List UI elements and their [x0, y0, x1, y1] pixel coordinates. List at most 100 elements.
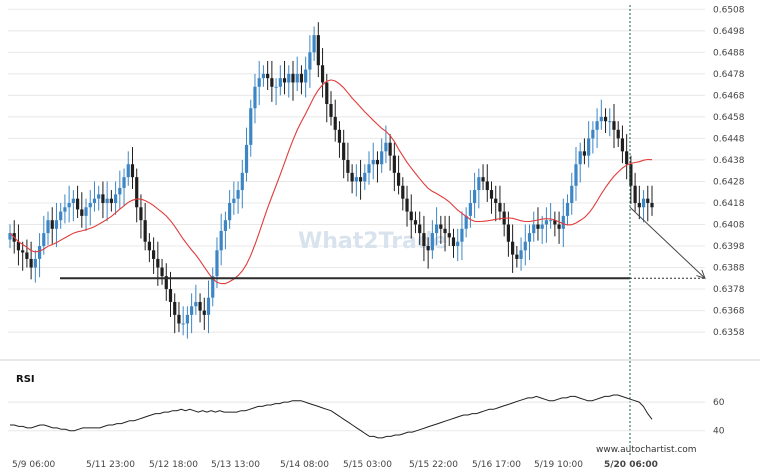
candle-body [130, 164, 135, 178]
candle-body [92, 198, 97, 203]
candle-body [113, 194, 118, 203]
candle-body [565, 202, 570, 216]
candle-body [135, 177, 139, 208]
candle-body [325, 82, 329, 104]
candle-body [33, 258, 37, 268]
candle-body [261, 73, 266, 79]
candle-body [464, 215, 468, 229]
price-tick-label: 0.6368 [713, 307, 745, 317]
candle-body [409, 211, 413, 221]
candle-body [527, 233, 532, 242]
candle-body [477, 177, 481, 191]
candle-body [612, 121, 616, 130]
candle-body [299, 73, 304, 83]
candle-body [80, 209, 84, 216]
candle-body [304, 69, 308, 83]
candle-body [291, 73, 295, 83]
time-tick-label: 5/14 08:00 [280, 460, 329, 470]
candle-body [413, 220, 418, 225]
candle-body [443, 228, 447, 234]
rsi-tick-label: 60 [713, 398, 725, 408]
candle-body [50, 220, 54, 229]
candle-body [473, 190, 477, 203]
candle-body [481, 177, 485, 182]
credit-text: www.autochartist.com [596, 445, 697, 455]
candle-body [637, 202, 641, 208]
candle-body [54, 220, 59, 229]
candle-body [405, 198, 409, 212]
time-tick-label: 5/13 13:00 [211, 460, 260, 470]
candle-body [274, 86, 278, 88]
candle-body [422, 233, 426, 247]
candle-body [498, 202, 502, 212]
candle-body [185, 314, 189, 324]
candle-body [37, 246, 42, 259]
candle-body [430, 233, 434, 251]
candle-body [84, 207, 88, 216]
candle-body [16, 241, 21, 251]
candle-body [202, 310, 206, 315]
candle-body [371, 159, 375, 165]
candle-body [312, 35, 316, 53]
candle-body [236, 190, 240, 199]
candle-body [316, 35, 320, 66]
candle-body [523, 241, 527, 251]
candle-body [367, 164, 371, 173]
candle-body [177, 314, 181, 324]
candle-body [629, 164, 633, 186]
price-tick-label: 0.6468 [713, 91, 745, 101]
candle-body [21, 250, 25, 253]
candle-body [350, 172, 354, 182]
candle-body [633, 185, 637, 203]
candle-body [278, 78, 282, 87]
candle-body [603, 116, 608, 122]
candle-body [198, 301, 202, 311]
candle-body [240, 172, 244, 191]
candle-body [426, 246, 430, 251]
candle-body [147, 241, 151, 251]
candle-body [380, 151, 384, 165]
candle-body [620, 138, 625, 152]
candle-body [88, 202, 92, 208]
candle-body [549, 220, 553, 222]
candle-body [544, 220, 549, 225]
candle-body [641, 198, 646, 208]
candle-body [396, 172, 401, 186]
candle-body [506, 224, 510, 242]
candle-body [574, 164, 578, 186]
candle-body [494, 198, 498, 203]
candle-body [139, 207, 143, 221]
candle-body [650, 202, 654, 208]
candle-body [363, 172, 367, 182]
candle-body [101, 194, 105, 203]
candle-body [439, 224, 443, 229]
candle-body [557, 224, 561, 229]
candle-body [456, 241, 460, 247]
candle-body [625, 151, 629, 165]
time-tick-label: 5/19 10:00 [534, 460, 583, 470]
candle-body [392, 155, 396, 173]
candle-body [63, 207, 67, 212]
time-tick-label: 5/12 18:00 [149, 460, 198, 470]
price-axis: 0.6508 0.6498 0.6488 0.6478 0.6468 0.6458 0.64… [713, 5, 745, 338]
candle-body [105, 198, 109, 203]
candle-body [536, 224, 540, 229]
candle-body [173, 301, 177, 315]
candle-body [333, 116, 337, 130]
candle-body [434, 224, 439, 234]
candle-body [42, 233, 46, 247]
candle-body [168, 289, 173, 302]
price-tick-label: 0.6408 [713, 220, 745, 230]
candle-body [295, 73, 299, 83]
candle-body [253, 86, 257, 109]
candle-body [608, 121, 612, 123]
candle-body [249, 108, 253, 145]
time-tick-label: 5/15 22:00 [409, 460, 458, 470]
candle-body [388, 142, 392, 156]
candle-body [152, 250, 156, 259]
price-tick-label: 0.6398 [713, 242, 745, 252]
candle-body [578, 151, 582, 165]
candle-body [164, 276, 168, 290]
price-tick-label: 0.6418 [713, 199, 745, 209]
